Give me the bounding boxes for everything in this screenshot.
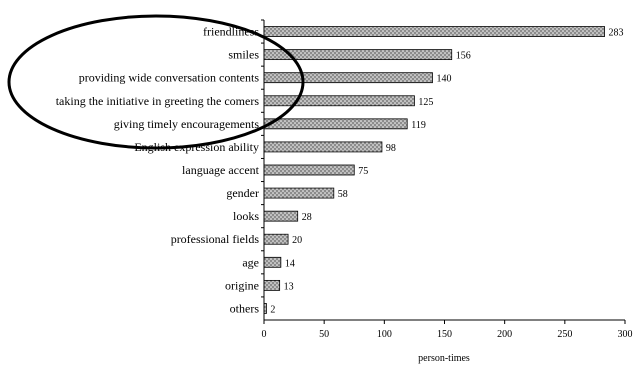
x-axis-title: person-times bbox=[418, 353, 470, 364]
bar-6 bbox=[263, 164, 355, 176]
category-label: smiles bbox=[228, 48, 259, 62]
bar-4 bbox=[263, 118, 408, 130]
x-tick-label: 0 bbox=[262, 329, 267, 340]
category-label: gender bbox=[226, 186, 259, 200]
x-tick-label: 250 bbox=[557, 329, 572, 340]
category-label: others bbox=[230, 301, 260, 315]
x-tick-label: 50 bbox=[319, 329, 329, 340]
value-label: 156 bbox=[456, 51, 471, 62]
bar-0 bbox=[263, 26, 605, 37]
value-label: 58 bbox=[338, 189, 348, 200]
value-label: 283 bbox=[609, 28, 624, 39]
category-label: looks bbox=[233, 209, 259, 223]
category-label: language accent bbox=[182, 163, 260, 177]
category-label: giving timely encouragements bbox=[114, 117, 260, 131]
category-label: origine bbox=[225, 278, 259, 292]
bar-11 bbox=[263, 279, 281, 291]
x-tick-label: 300 bbox=[618, 329, 633, 340]
bar-10 bbox=[263, 256, 282, 268]
value-label: 13 bbox=[284, 281, 294, 292]
x-tick-label: 200 bbox=[497, 329, 512, 340]
value-label: 2 bbox=[270, 304, 275, 315]
bar-2 bbox=[263, 72, 433, 84]
value-label: 75 bbox=[358, 166, 368, 177]
bar-8 bbox=[263, 210, 299, 222]
value-label: 119 bbox=[411, 120, 426, 131]
value-label: 14 bbox=[285, 258, 295, 269]
value-label: 140 bbox=[436, 74, 451, 85]
bar-9 bbox=[263, 233, 289, 245]
bar-7 bbox=[263, 187, 335, 199]
bar-3 bbox=[263, 95, 415, 107]
axis-layer: 0 50 100 150 200 250 300 bbox=[261, 19, 633, 340]
category-label: providing wide conversation contents bbox=[79, 71, 260, 85]
value-label: 98 bbox=[386, 143, 396, 154]
value-label: 20 bbox=[292, 235, 302, 246]
category-label: age bbox=[242, 255, 259, 269]
value-label: 125 bbox=[418, 97, 433, 108]
value-label: 28 bbox=[302, 212, 312, 223]
category-label: taking the initiative in greeting the co… bbox=[56, 94, 260, 108]
category-label: professional fields bbox=[171, 232, 260, 246]
bar-5 bbox=[263, 141, 383, 153]
highlight-ellipse bbox=[7, 14, 305, 150]
x-tick-label: 100 bbox=[377, 329, 392, 340]
x-tick-label: 150 bbox=[437, 329, 452, 340]
